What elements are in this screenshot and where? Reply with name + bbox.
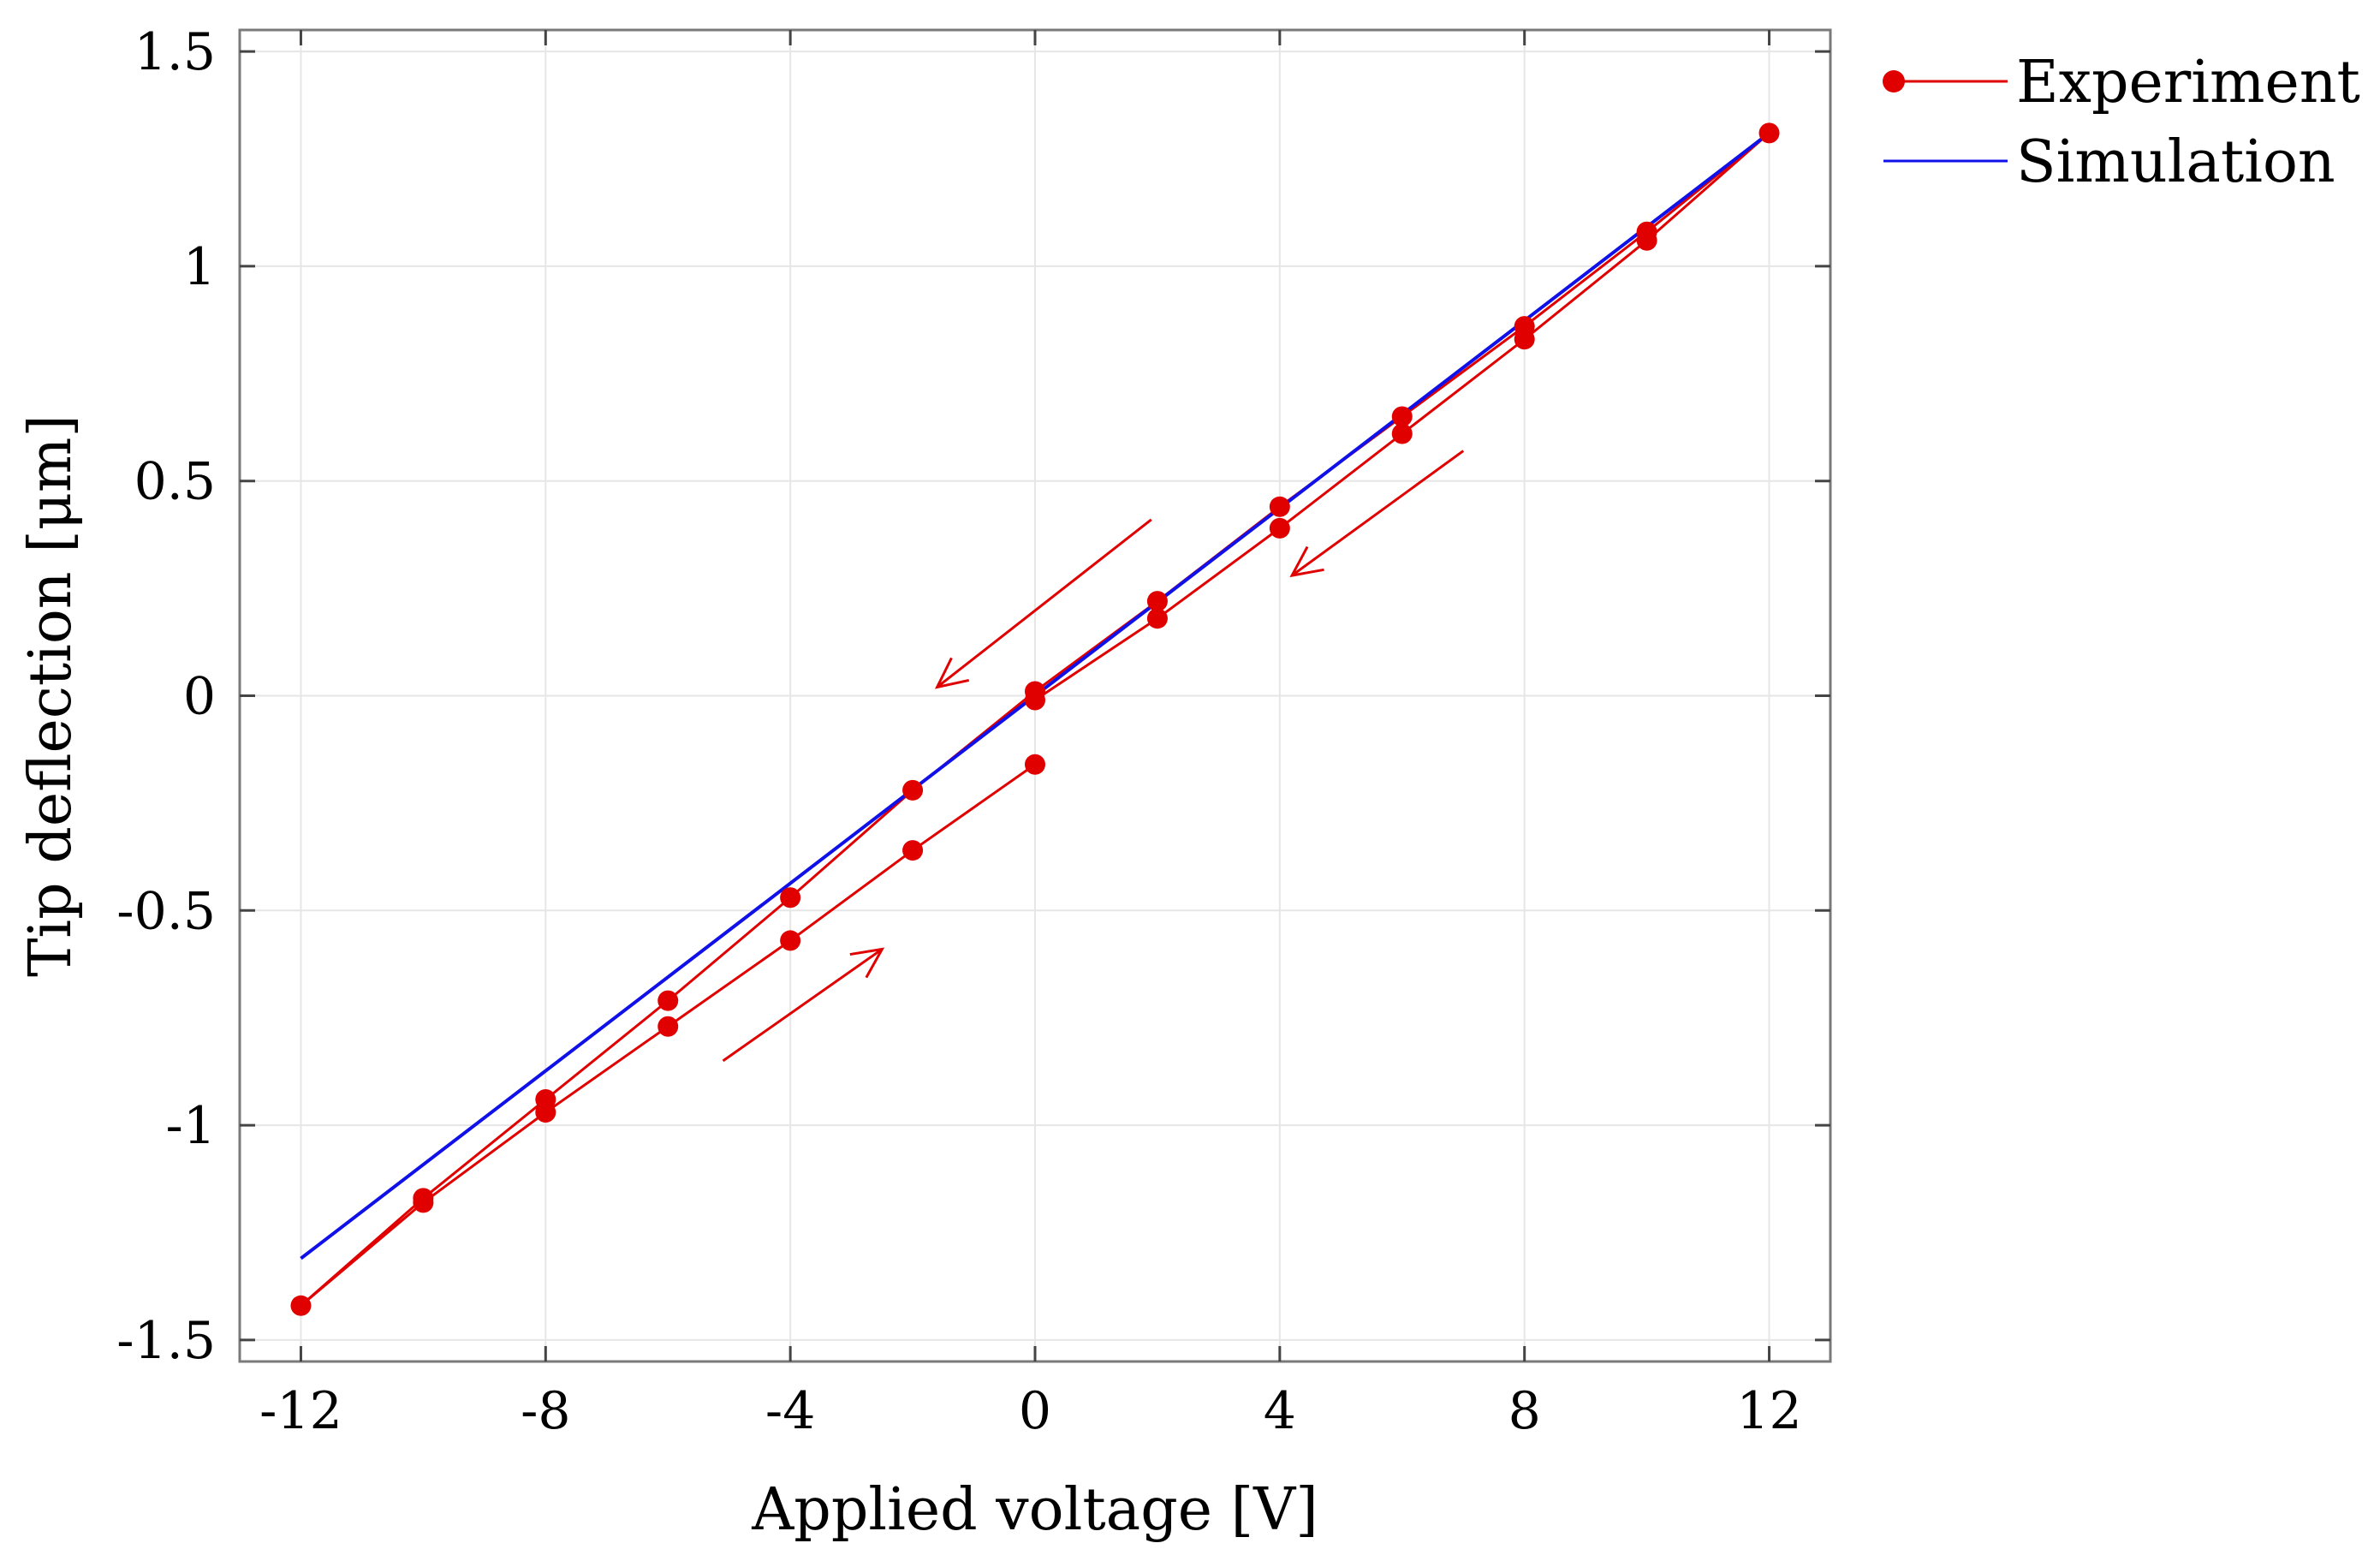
legend-experiment-marker xyxy=(1883,70,1905,92)
arrow-shaft xyxy=(936,518,1152,688)
series-layer xyxy=(290,122,1780,1316)
experiment-point xyxy=(535,1089,556,1111)
tick-labels: -12 -8 -4 0 4 8 12 -1.5 -1 -0.5 0 0.5 1 1.5 xyxy=(116,22,1801,1441)
legend: Experiment Simulation xyxy=(1883,49,2360,196)
arrow-shaft xyxy=(722,948,884,1063)
experiment-point xyxy=(902,840,924,861)
y-tick-label: -1.5 xyxy=(116,1311,216,1371)
experiment-point xyxy=(657,990,679,1011)
experiment-point xyxy=(902,779,924,801)
y-tick-label: -0.5 xyxy=(116,881,216,941)
direction-arrow xyxy=(1289,450,1465,578)
x-axis-label: Applied voltage [V] xyxy=(751,1476,1318,1544)
experiment-point xyxy=(1269,517,1290,539)
experiment-point xyxy=(1514,329,1535,350)
experiment-point xyxy=(1146,608,1168,629)
x-tick-label: -8 xyxy=(521,1381,570,1441)
experiment-point xyxy=(1391,423,1413,444)
arrow-shaft xyxy=(1291,450,1465,577)
grid xyxy=(240,30,1830,1361)
x-tick-label: -4 xyxy=(765,1381,815,1441)
legend-item-simulation: Simulation xyxy=(1883,128,2335,196)
x-tick-label: 12 xyxy=(1736,1381,1801,1441)
experiment-point xyxy=(1636,229,1657,251)
experiment-point xyxy=(290,1295,312,1316)
experiment-point xyxy=(1391,406,1413,427)
y-axis-label: Tip deflection [μm] xyxy=(17,414,85,977)
y-tick-label: -1 xyxy=(166,1096,216,1156)
arrow-head xyxy=(849,947,885,979)
direction-arrow xyxy=(722,947,885,1063)
x-tick-label: 0 xyxy=(1019,1381,1051,1441)
experiment-point xyxy=(780,887,801,909)
x-tick-label: 8 xyxy=(1508,1381,1541,1441)
direction-arrow xyxy=(934,518,1152,689)
x-tick-label: -12 xyxy=(259,1381,342,1441)
arrow-head xyxy=(934,657,970,689)
y-tick-label: 0 xyxy=(183,667,216,727)
experiment-point xyxy=(780,930,801,951)
y-tick-label: 1 xyxy=(183,237,216,297)
y-tick-label: 1.5 xyxy=(134,22,216,82)
legend-simulation-label: Simulation xyxy=(2016,128,2335,196)
legend-experiment-label: Experiment xyxy=(2016,49,2360,116)
experiment-point xyxy=(657,1016,679,1037)
experiment-point xyxy=(1758,122,1780,144)
experiment-point xyxy=(1269,496,1290,517)
experiment-point xyxy=(1025,754,1045,775)
x-tick-label: 4 xyxy=(1264,1381,1296,1441)
annotation-layer xyxy=(722,450,1465,1063)
axis-ticks xyxy=(240,30,1830,1361)
y-tick-label: 0.5 xyxy=(134,452,216,512)
legend-item-experiment: Experiment xyxy=(1883,49,2360,116)
arrow-head xyxy=(1289,545,1324,578)
experiment-point xyxy=(1146,591,1168,612)
experiment-point xyxy=(413,1188,434,1209)
experiment-point xyxy=(1025,689,1045,711)
